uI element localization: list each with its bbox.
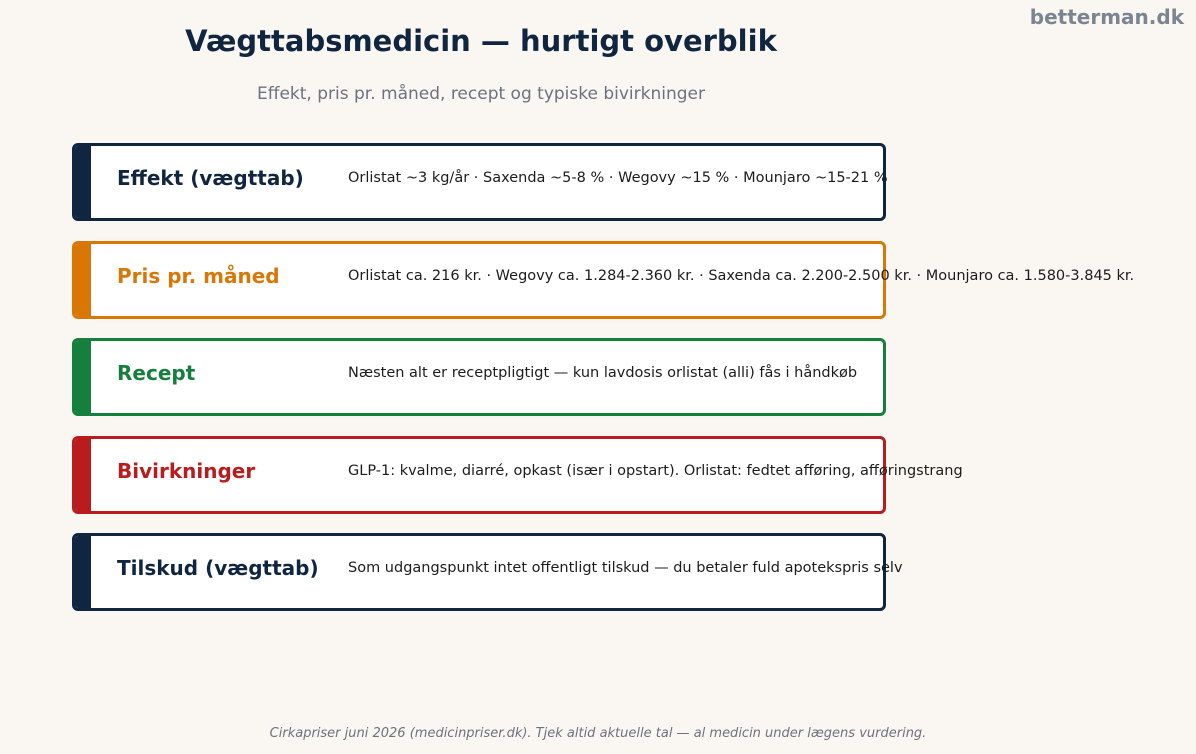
card-label: Recept: [117, 361, 196, 385]
brand-logo: betterman.dk: [1029, 5, 1184, 29]
footer-note: Cirkapriser juni 2026 (medicinpriser.dk)…: [269, 726, 927, 741]
card-description: Orlistat ca. 216 kr. · Wegovy ca. 1.284-…: [348, 268, 1135, 284]
card-description: GLP-1: kvalme, diarré, opkast (især i op…: [348, 463, 963, 479]
card-recept: Recept Næsten alt er receptpligtigt — ku…: [72, 338, 886, 416]
card-description: Som udgangspunkt intet offentligt tilsku…: [348, 560, 903, 576]
card-pris: Pris pr. måned Orlistat ca. 216 kr. · We…: [72, 241, 1134, 319]
card-label: Tilskud (vægttab): [117, 556, 319, 580]
card-description: Næsten alt er receptpligtigt — kun lavdo…: [348, 365, 858, 381]
card-accent-bar: [75, 146, 91, 218]
card-bivirkninger: Bivirkninger GLP-1: kvalme, diarré, opka…: [72, 436, 963, 514]
card-effekt: Effekt (vægttab) Orlistat ~3 kg/år · Sax…: [72, 143, 888, 221]
card-description: Orlistat ~3 kg/år · Saxenda ~5-8 % · Weg…: [348, 170, 888, 186]
page-subtitle: Effekt, pris pr. måned, recept og typisk…: [256, 84, 705, 104]
card-accent-bar: [75, 244, 91, 316]
card-label: Bivirkninger: [117, 459, 256, 483]
card-label: Pris pr. måned: [117, 264, 280, 288]
card-accent-bar: [75, 536, 91, 608]
card-label: Effekt (vægttab): [117, 166, 304, 190]
card-tilskud: Tilskud (vægttab) Som udgangspunkt intet…: [72, 533, 903, 611]
card-accent-bar: [75, 439, 91, 511]
card-accent-bar: [75, 341, 91, 413]
page-title: Vægttabsmedicin — hurtigt overblik: [185, 24, 777, 58]
